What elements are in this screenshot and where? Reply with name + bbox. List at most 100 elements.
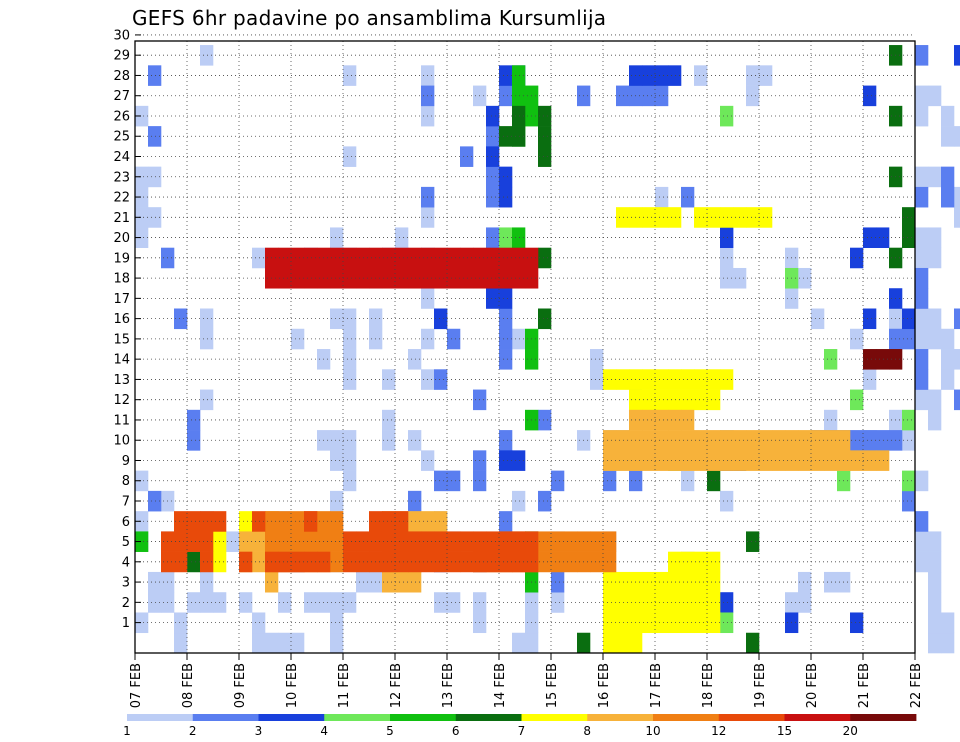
heatmap-cell [187,592,201,613]
heatmap-cell [434,592,448,613]
heatmap-cell [616,612,630,634]
heatmap-cell [343,592,357,613]
heatmap-cell [850,247,864,269]
heatmap-cell [746,65,760,86]
heatmap-cell [707,369,721,390]
heatmap-cell [343,65,357,86]
heatmap-cell [356,551,370,573]
heatmap-cell [330,247,344,269]
heatmap-cell [720,490,734,512]
heatmap-cell [395,247,409,269]
heatmap-cell [668,571,682,593]
heatmap-cell [291,632,305,654]
heatmap-cell [148,490,162,512]
y-tick-label: 28 [113,69,130,84]
heatmap-cell [746,85,760,107]
heatmap-cell [551,571,565,593]
heatmap-cell [954,349,960,370]
heatmap-cell [512,551,526,573]
heatmap-cell [265,632,279,654]
heatmap-cell [499,227,513,248]
heatmap-cell [811,450,825,471]
heatmap-cell [434,247,448,269]
heatmap-cell [512,65,526,86]
heatmap-cell [278,551,292,573]
colorbar-label: 1 [123,724,131,738]
heatmap-cell [603,612,617,634]
heatmap-cell [538,308,552,330]
heatmap-cell [824,409,838,431]
heatmap-cell [239,592,253,613]
heatmap-cell [525,632,539,654]
heatmap-cell [382,247,396,269]
heatmap-cell [278,267,292,289]
colorbar-label: 5 [386,724,394,738]
heatmap-cell [304,247,318,269]
heatmap-cell [408,267,422,289]
y-tick-label: 8 [122,474,130,489]
heatmap-cell [616,632,630,654]
y-tick-label: 3 [122,576,130,591]
heatmap-cell [603,592,617,613]
heatmap-cell [252,511,266,532]
heatmap-cell [564,551,578,573]
heatmap-cell [694,571,708,593]
heatmap-cell [863,85,877,107]
heatmap-cell [590,369,604,390]
heatmap-cell [655,450,669,471]
colorbar-swatch [127,714,194,721]
heatmap-cell [655,65,669,86]
heatmap-cell [499,308,513,330]
y-tick-label: 5 [122,535,130,550]
heatmap-cell [135,105,149,127]
heatmap-cell [720,105,734,127]
colorbar-swatch [455,714,522,721]
heatmap-cell [499,126,513,147]
colorbar-label: 10 [645,724,660,738]
heatmap-cell [499,531,513,552]
heatmap-cell [720,430,734,451]
heatmap-cell [798,571,812,593]
heatmap-cell [824,430,838,451]
heatmap-cell [330,267,344,289]
heatmap-cell [915,166,929,188]
colorbar-label: 20 [843,724,858,738]
heatmap-cell [928,531,942,552]
heatmap-cell [954,308,960,330]
heatmap-cell [915,531,929,552]
heatmap-cell [200,571,214,593]
heatmap-cell [694,65,708,86]
heatmap-cell [304,531,318,552]
heatmap-cell [499,430,513,451]
heatmap-cell [486,126,500,147]
heatmap-cell [694,207,708,228]
x-tick-label: 15 FEB [545,663,560,708]
heatmap-cell [447,551,461,573]
heatmap-cell [928,85,942,107]
heatmap-cell [460,551,474,573]
heatmap-cell [395,551,409,573]
colorbar-label: 3 [255,724,263,738]
heatmap-cell [174,308,188,330]
heatmap-cell [668,369,682,390]
colorbar-label: 8 [583,724,591,738]
heatmap-cell [486,247,500,269]
heatmap-cell [252,632,266,654]
heatmap-cell [642,65,656,86]
heatmap-cell [252,612,266,634]
colorbar-swatch [587,714,654,721]
heatmap-cell [590,349,604,370]
heatmap-cell [915,247,929,269]
heatmap-cell [707,207,721,228]
heatmap-cells [135,45,960,654]
colorbar-swatch [324,714,391,721]
heatmap-cell [850,328,864,350]
heatmap-cell [707,450,721,471]
colorbar-label: 6 [452,724,460,738]
heatmap-cell [694,389,708,411]
heatmap-cell [850,389,864,411]
heatmap-cell [642,389,656,411]
colorbar-label: 12 [711,724,726,738]
y-tick-label: 22 [113,191,130,206]
heatmap-cell [278,592,292,613]
